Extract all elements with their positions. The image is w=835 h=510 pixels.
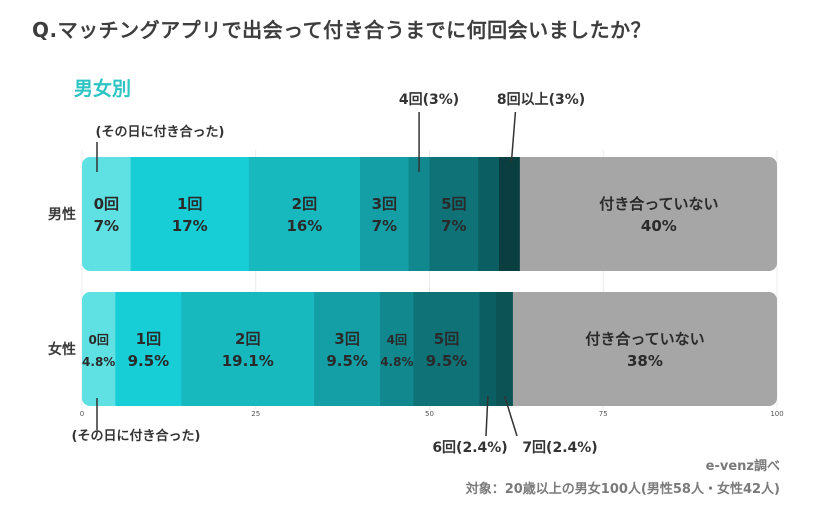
segment-label: 0回 — [89, 333, 109, 347]
segment-label: 1回 — [177, 195, 202, 213]
segment-value-label: 38% — [627, 352, 663, 370]
segment-label: 付き合っていない — [599, 195, 718, 213]
segment-value-label: 4.8% — [380, 355, 413, 369]
bar-segment — [479, 292, 497, 406]
axis-tick-label: 50 — [425, 410, 434, 418]
segment-label: 2回 — [292, 195, 317, 213]
annotation-female-7: 7回(2.4%) — [522, 440, 597, 456]
bar-segment — [248, 157, 361, 271]
bar-segment — [82, 292, 116, 406]
segment-value-label: 7% — [441, 217, 466, 235]
axis-tick-label: 100 — [770, 410, 783, 418]
axis-tick-label: 25 — [251, 410, 260, 418]
bar-1 — [82, 292, 777, 406]
annotation-male-4: 4回(3%) — [399, 92, 459, 108]
category-label: 男性 — [48, 206, 76, 223]
bar-segment — [360, 157, 410, 271]
segment-value-label: 19.1% — [222, 352, 274, 370]
bar-segment — [519, 157, 777, 271]
annotation-leader — [503, 395, 518, 437]
annotation-same-day-top: (その日に付き合った) — [96, 124, 225, 140]
bar-segment — [130, 157, 250, 271]
bar-segment — [408, 157, 430, 271]
annotation-leader — [510, 111, 517, 163]
axis-tick-label: 0 — [80, 410, 84, 418]
segment-value-label: 7% — [372, 217, 397, 235]
segment-value-label: 17% — [172, 217, 208, 235]
annotation-same-day-bottom: (その日に付き合った) — [72, 428, 201, 444]
bar-segment — [314, 292, 381, 406]
segment-value-label: 4.8% — [82, 355, 115, 369]
segment-label: 付き合っていない — [585, 330, 704, 348]
segment-label: 3回 — [334, 330, 359, 348]
category-label: 女性 — [48, 341, 76, 358]
segment-label: 0回 — [94, 195, 119, 213]
survey-target-text: 対象：20歳以上の男女100人(男性58人・女性42人) — [465, 482, 780, 497]
bar-segment — [496, 292, 514, 406]
bar-segment — [512, 292, 777, 406]
segment-value-label: 9.5% — [128, 352, 170, 370]
credit-text: e-venz調べ — [705, 459, 780, 474]
segment-value-label: 9.5% — [426, 352, 468, 370]
chart-subtitle: 男女別 — [74, 78, 132, 100]
bar-segment — [115, 292, 182, 406]
segment-label: 5回 — [441, 195, 466, 213]
segment-value-label: 16% — [286, 217, 322, 235]
annotation-female-6: 6回(2.4%) — [432, 440, 507, 456]
axis-tick-label: 75 — [599, 410, 608, 418]
segment-value-label: 9.5% — [326, 352, 368, 370]
segment-label: 3回 — [372, 195, 397, 213]
bar-segment — [380, 292, 415, 406]
bar-segment — [413, 292, 481, 406]
segment-value-label: 40% — [641, 217, 677, 235]
segment-label: 5回 — [434, 330, 459, 348]
chart-title: Q.マッチングアプリで出会って付き合うまでに何回会いましたか？ — [32, 18, 652, 42]
bar-0 — [82, 157, 777, 271]
bar-segment — [181, 292, 315, 406]
bar-segment — [499, 157, 521, 271]
segment-label: 4回 — [387, 333, 407, 347]
segment-label: 2回 — [235, 330, 260, 348]
bar-segment — [429, 157, 479, 271]
segment-label: 1回 — [136, 330, 161, 348]
annotation-leader — [485, 395, 489, 437]
bar-segment — [82, 157, 132, 271]
bar-segment — [478, 157, 500, 271]
segment-value-label: 7% — [94, 217, 119, 235]
annotation-male-8plus: 8回以上(3%) — [497, 92, 585, 108]
